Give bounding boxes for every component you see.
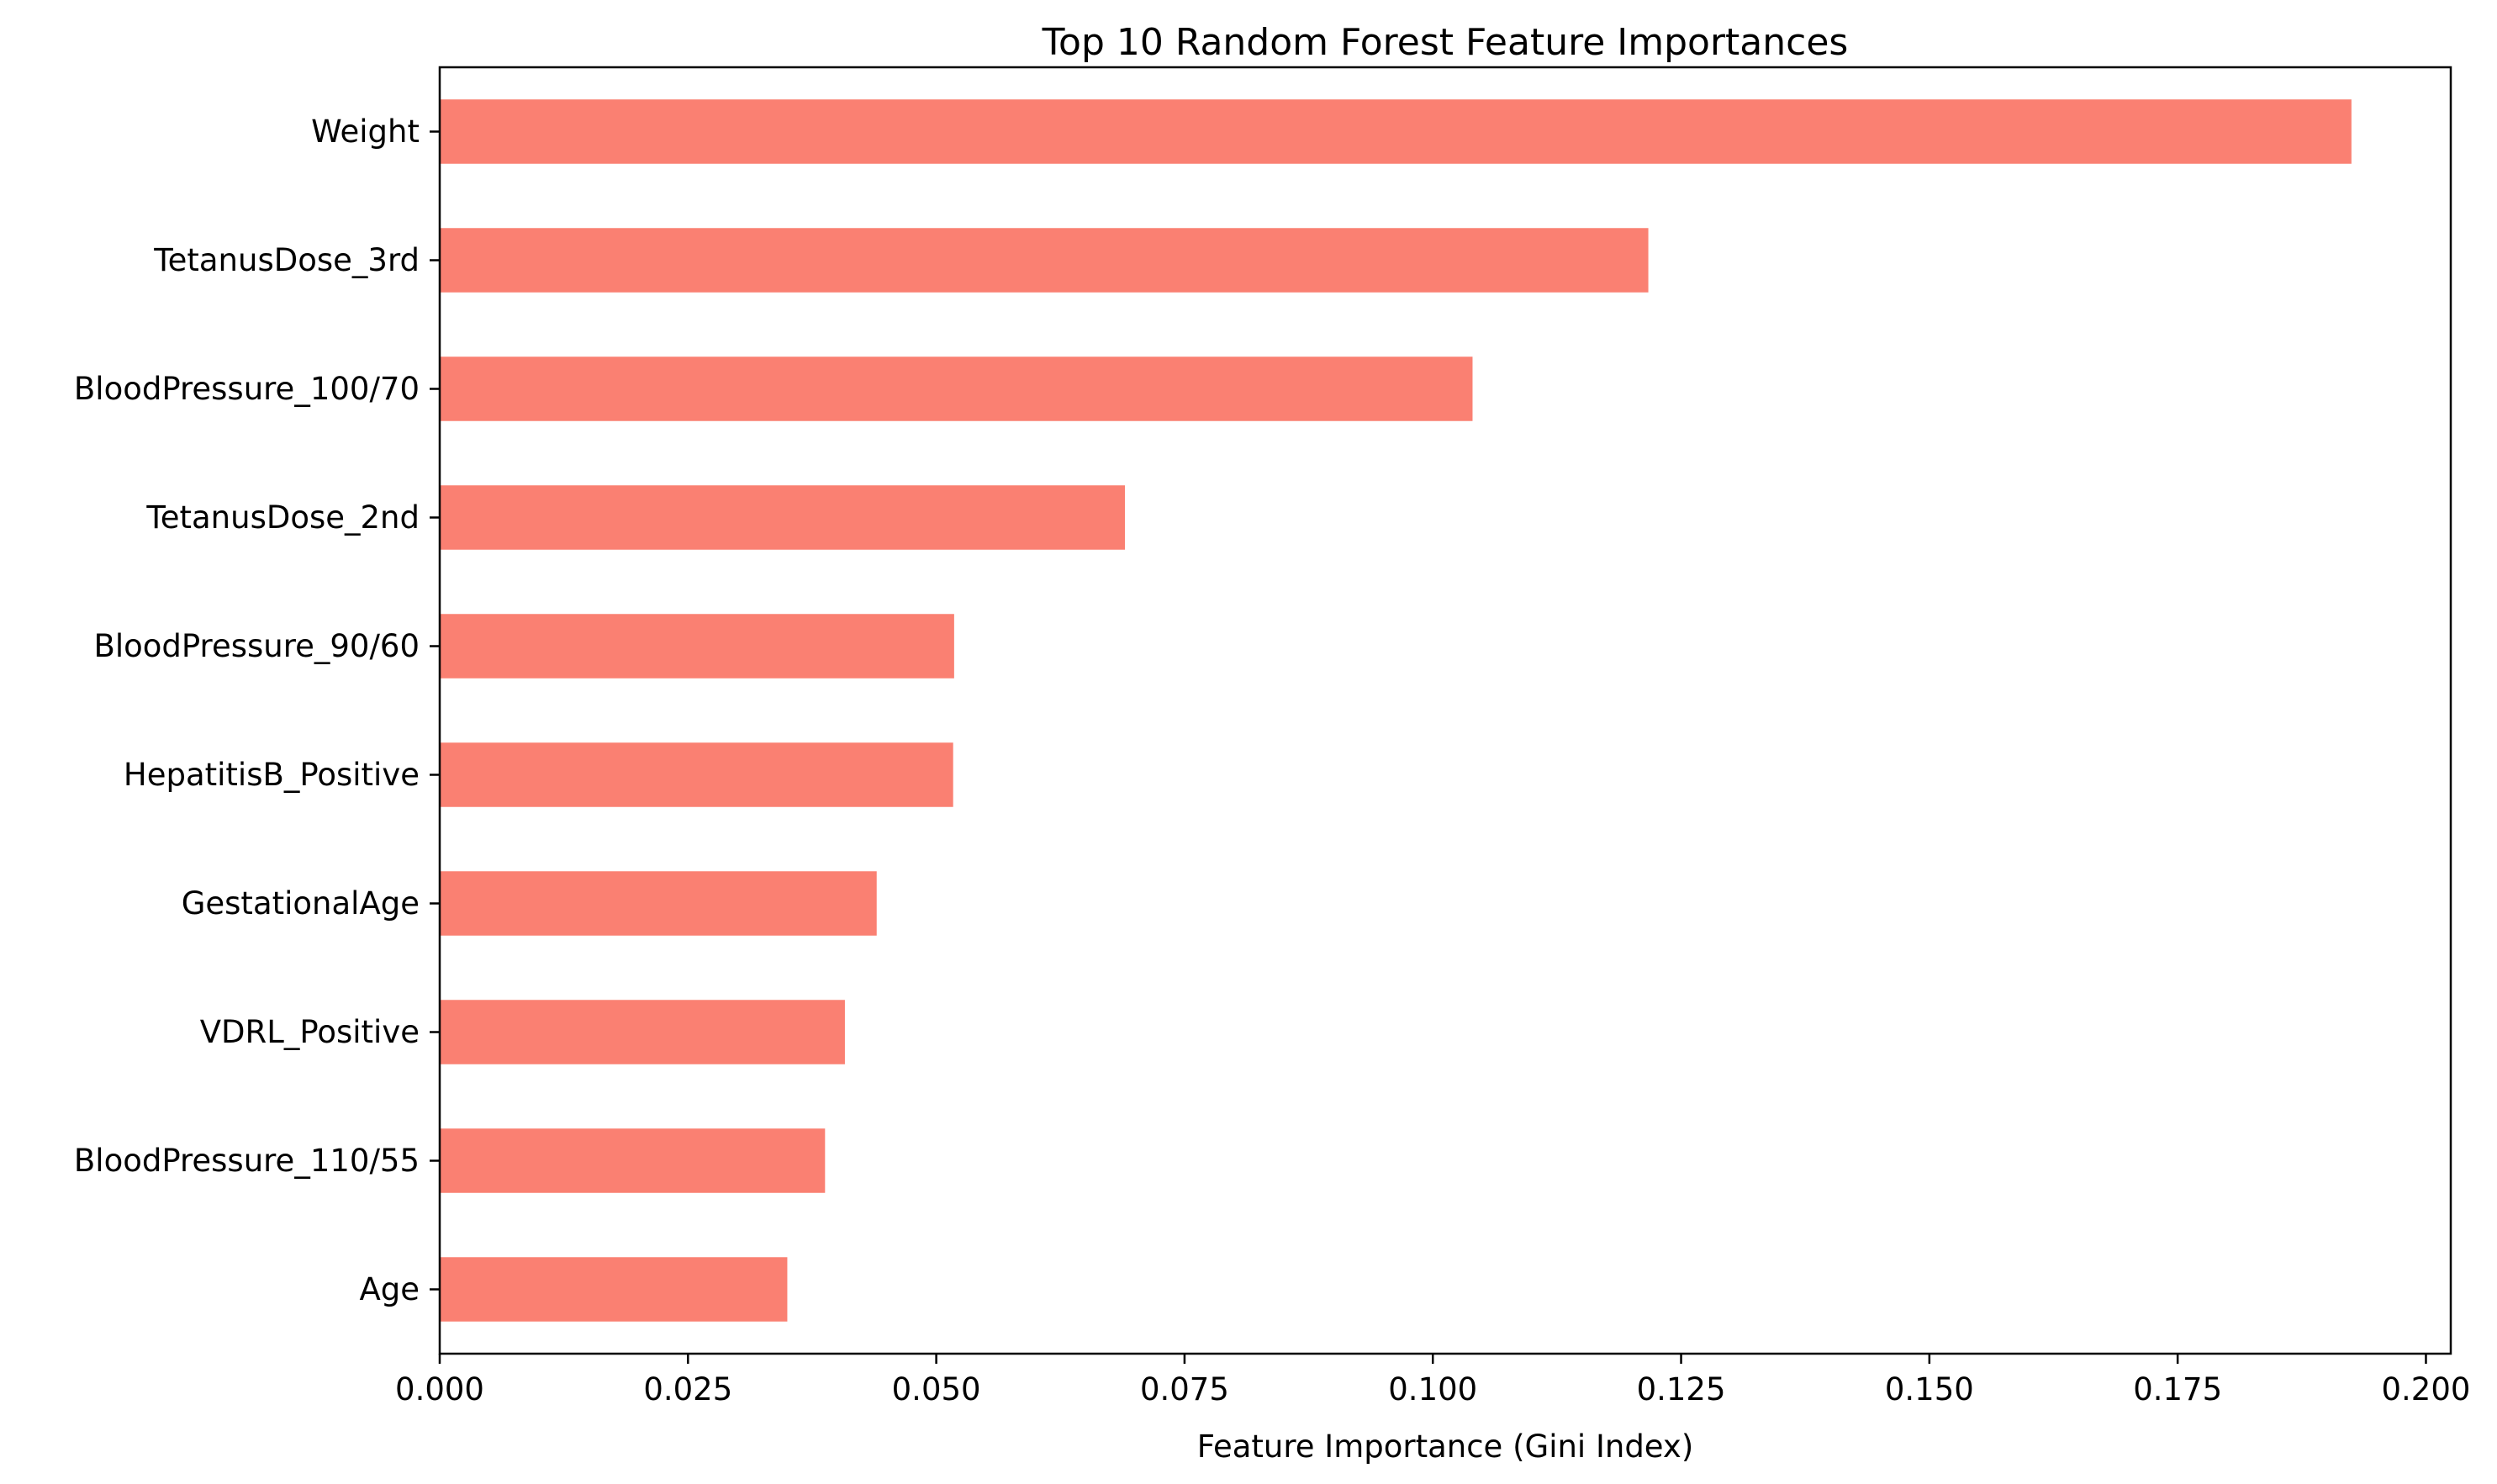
- x-tick-label: 0.000: [395, 1371, 484, 1407]
- x-tick-label: 0.150: [1885, 1371, 1974, 1407]
- x-axis-ticks: 0.000 0.025 0.050 0.075 0.100 0.125 0.150 0.175…: [395, 1354, 2470, 1407]
- y-tick-label: HepatitisB_Positive: [124, 757, 420, 793]
- bar: [440, 1257, 788, 1322]
- plot-frame: [438, 66, 2452, 1355]
- y-tick-label: Weight: [311, 114, 420, 150]
- x-tick-label: 0.175: [2133, 1371, 2222, 1407]
- y-tick-label: GestationalAge: [182, 885, 420, 922]
- bar: [440, 614, 954, 679]
- x-tick-label: 0.075: [1140, 1371, 1229, 1407]
- bar: [440, 871, 877, 936]
- bars-layer: [440, 99, 2352, 1322]
- x-tick-label: 0.100: [1388, 1371, 1477, 1407]
- x-tick-label: 0.125: [1637, 1371, 1726, 1407]
- x-axis-title: Feature Importance (Gini Index): [1197, 1429, 1694, 1465]
- y-axis-ticks: Weight TetanusDose_3rd BloodPressure_100/7…: [74, 114, 440, 1307]
- x-tick-label: 0.050: [892, 1371, 981, 1407]
- y-tick-label: TetanusDose_3rd: [153, 242, 420, 278]
- bar: [440, 485, 1126, 550]
- y-tick-label: VDRL_Positive: [200, 1014, 420, 1050]
- y-tick-label: BloodPressure_100/70: [74, 371, 420, 407]
- x-tick-label: 0.200: [2382, 1371, 2471, 1407]
- bar: [440, 356, 1473, 421]
- bar: [440, 99, 2352, 164]
- bar: [440, 1128, 826, 1193]
- bar: [440, 228, 1649, 293]
- y-tick-label: BloodPressure_90/60: [93, 628, 420, 664]
- x-tick-label: 0.025: [643, 1371, 732, 1407]
- y-tick-label: Age: [359, 1271, 420, 1307]
- bar: [440, 1000, 845, 1064]
- y-tick-label: TetanusDose_2nd: [145, 499, 420, 536]
- y-tick-label: BloodPressure_110/55: [74, 1143, 420, 1179]
- chart-title: Top 10 Random Forest Feature Importances: [1042, 21, 1849, 64]
- bar: [440, 742, 953, 807]
